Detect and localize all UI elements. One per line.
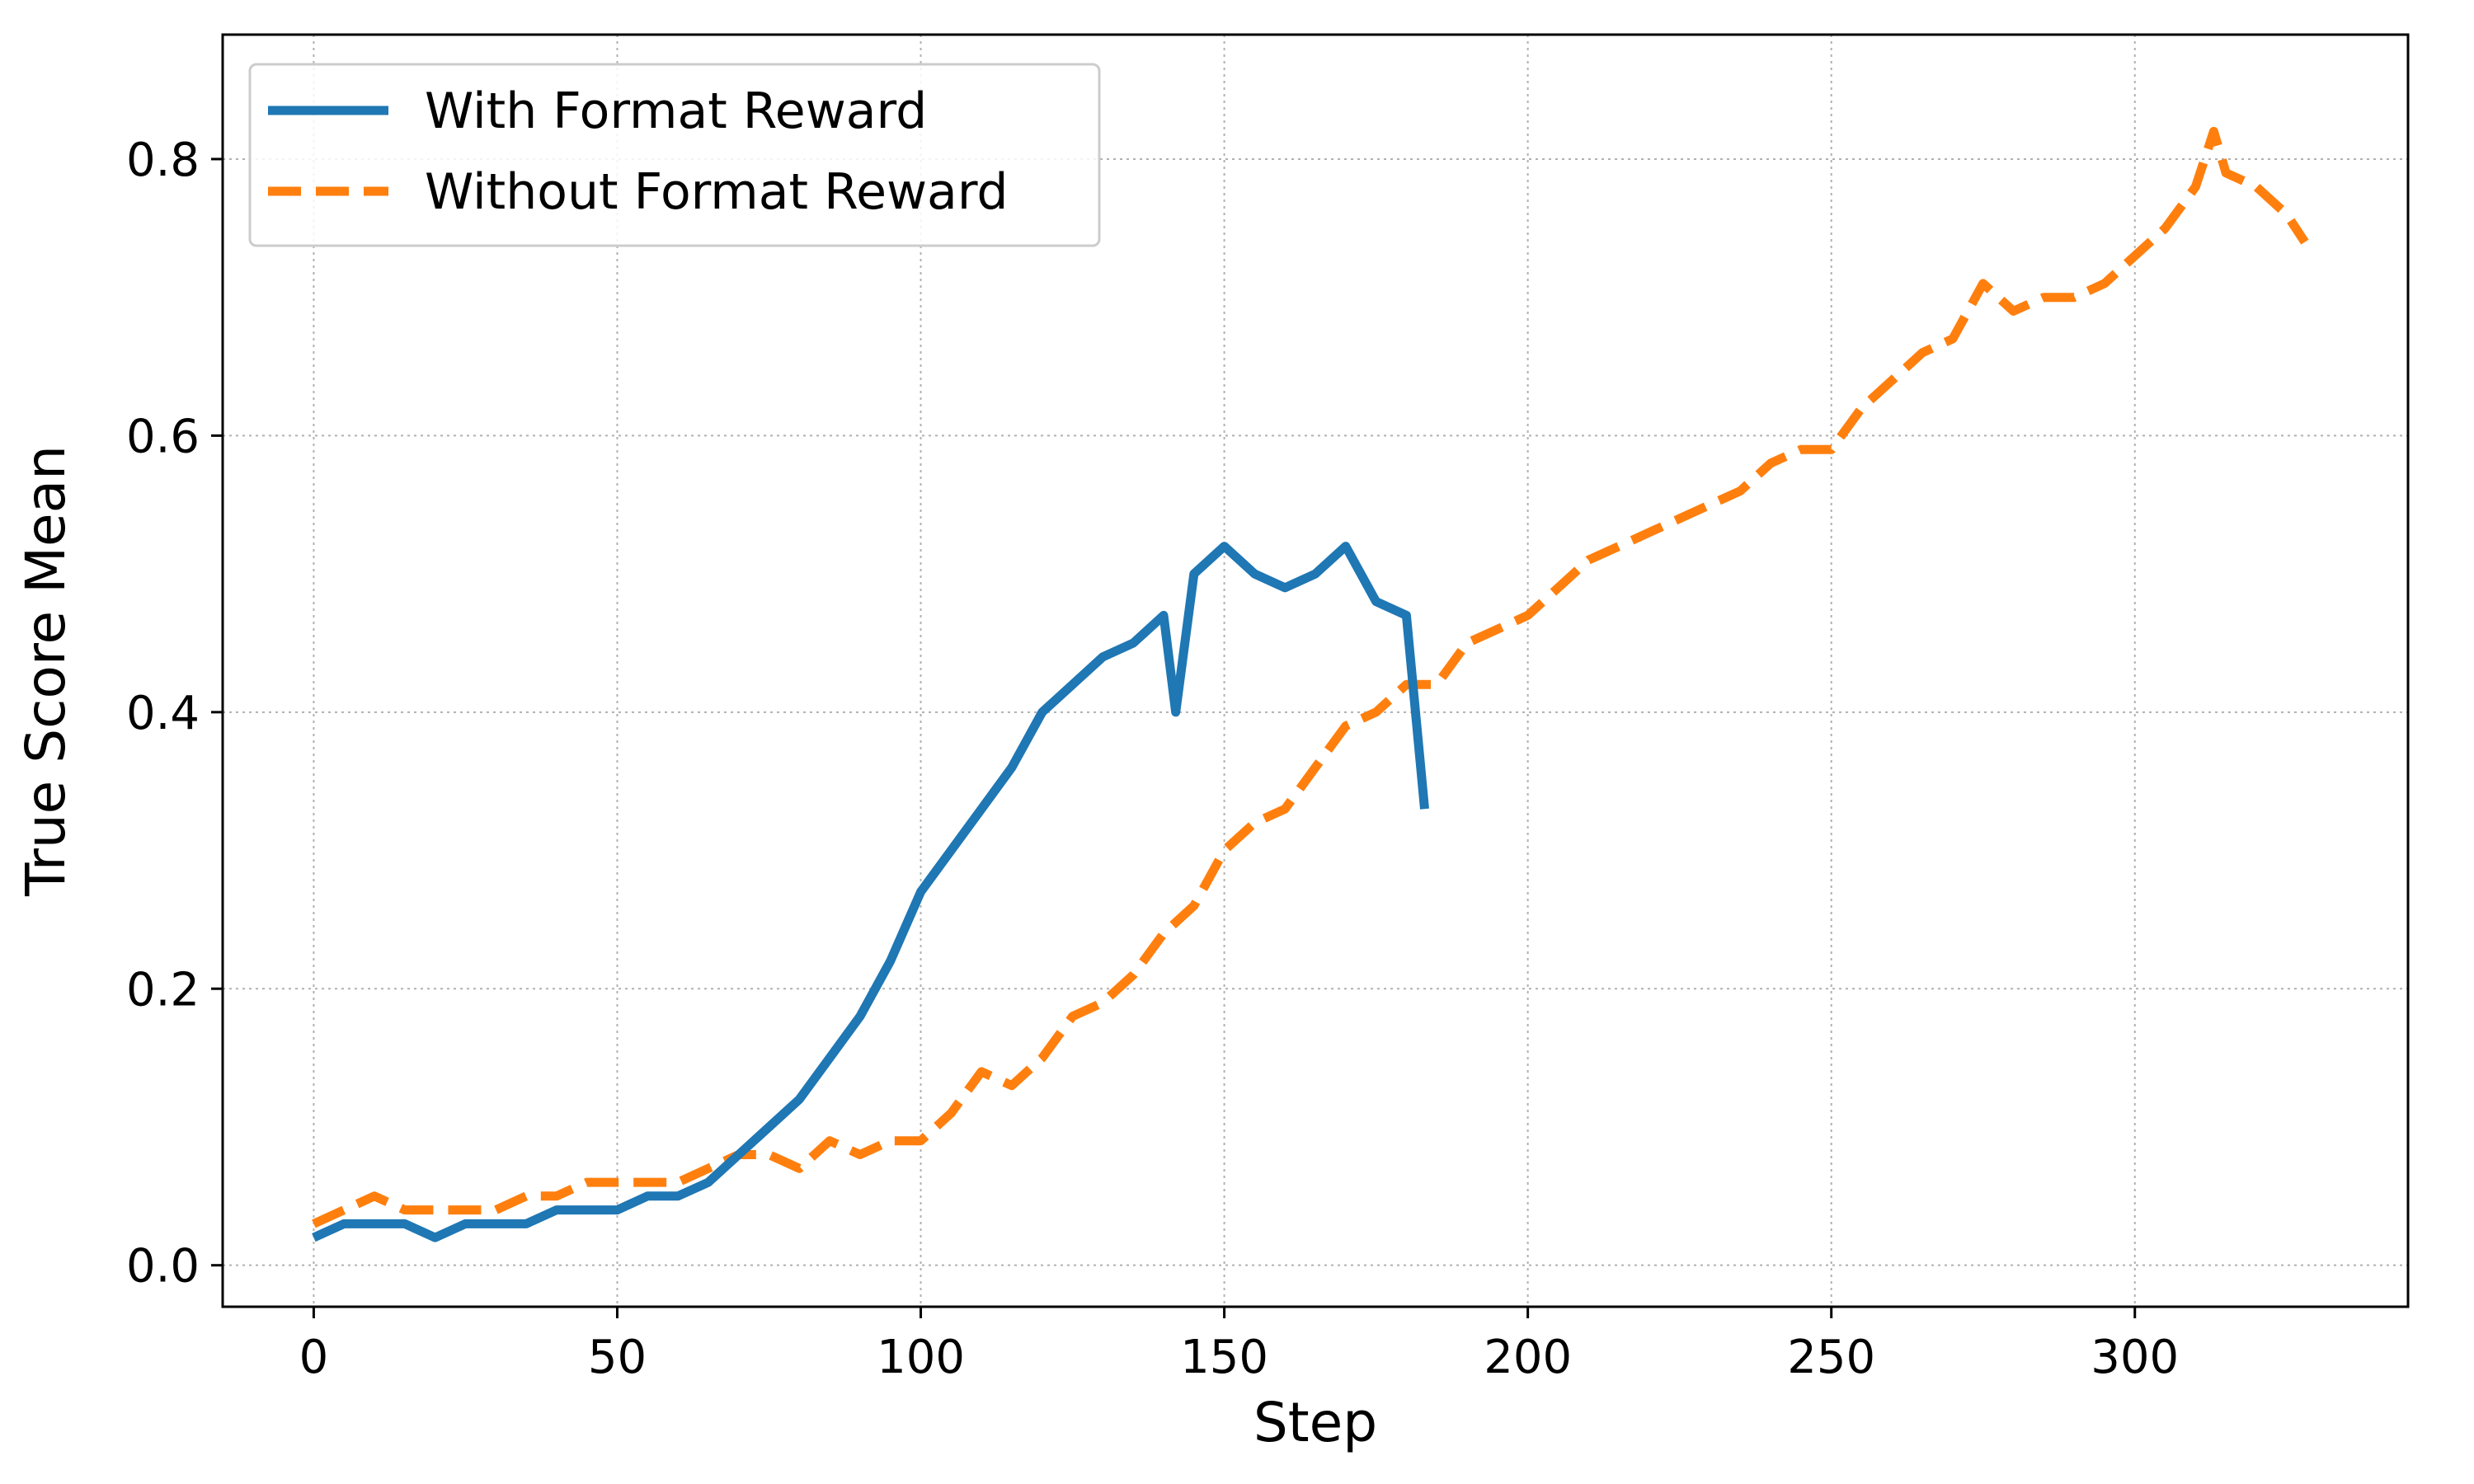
y-tick-label: 0.0	[126, 1240, 200, 1294]
x-tick-label: 200	[1484, 1331, 1572, 1384]
x-tick-label: 250	[1787, 1331, 1875, 1384]
series-line-without-format-reward	[312, 126, 2309, 1228]
y-tick-label: 0.8	[126, 134, 200, 187]
legend-label-with-format-reward: With Format Reward	[425, 82, 927, 140]
x-tick-label: 100	[877, 1331, 965, 1384]
legend: With Format Reward Without Format Reward	[248, 63, 1101, 247]
series-line-with-format-reward	[312, 542, 1429, 1242]
y-tick-label: 0.6	[126, 410, 200, 463]
legend-label-without-format-reward: Without Format Reward	[425, 163, 1009, 221]
x-tick-label: 150	[1180, 1331, 1268, 1384]
y-tick-label: 0.2	[126, 963, 200, 1017]
series-lines	[312, 126, 2309, 1242]
y-tick-label: 0.4	[126, 687, 200, 740]
legend-box	[248, 63, 1101, 247]
x-tick-label: 300	[2091, 1331, 2179, 1384]
x-axis-label: Step	[1253, 1391, 1377, 1454]
y-axis-label: True Score Mean	[14, 445, 78, 897]
x-tick-label: 50	[588, 1331, 647, 1384]
x-tick-label: 0	[299, 1331, 329, 1384]
plot-frame	[221, 33, 2410, 1308]
axis-ticks: 0 50 100 150 200 250 300 0.0 0.2 0.4 0.6 0.8	[126, 134, 2179, 1384]
